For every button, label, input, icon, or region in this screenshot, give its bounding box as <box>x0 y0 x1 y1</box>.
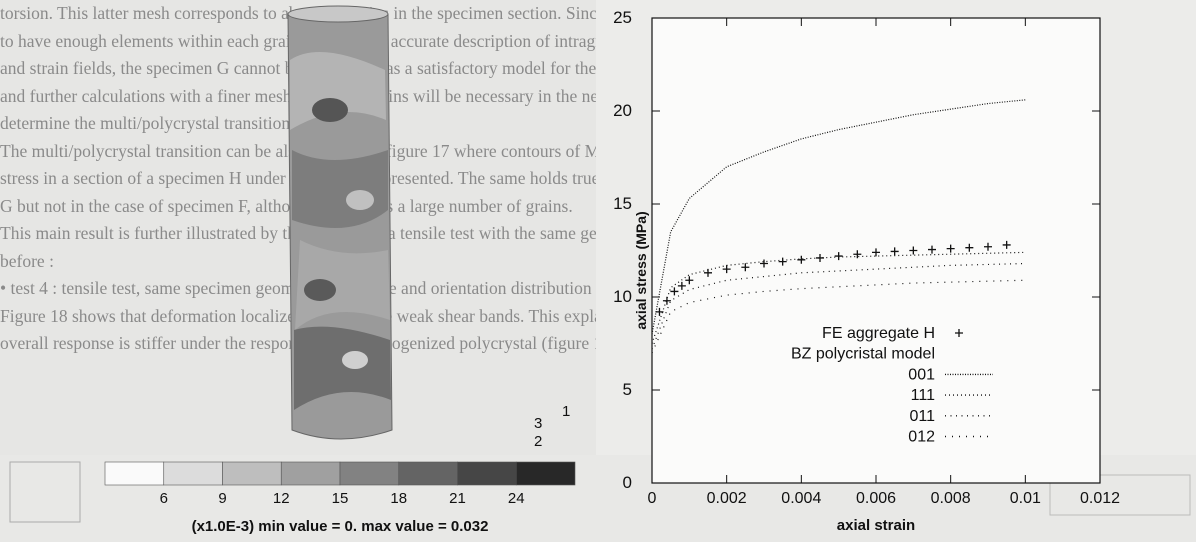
x-tick-label: 0 <box>648 490 657 507</box>
x-tick-label: 0.002 <box>707 490 747 507</box>
legend-label: 111 <box>911 387 935 404</box>
colorbar-segment <box>223 462 282 485</box>
y-tick-label: 15 <box>613 194 632 213</box>
y-tick-label: 20 <box>613 101 632 120</box>
figure-label: 2 <box>534 433 542 450</box>
colorbar-tick-label: 6 <box>160 490 168 507</box>
legend-label: 011 <box>909 408 935 425</box>
y-tick-label: 0 <box>623 473 632 492</box>
x-tick-label: 0.008 <box>931 490 971 507</box>
colorbar-segment <box>281 462 340 485</box>
colorbar-tick-label: 12 <box>273 490 290 507</box>
y-tick-label: 25 <box>613 8 632 27</box>
y-axis-label: axial stress (MPa) <box>633 211 649 329</box>
colorbar-segment <box>164 462 223 485</box>
specimen-cylinder <box>288 6 392 439</box>
x-tick-label: 0.012 <box>1080 490 1120 507</box>
figure-label: 1 <box>562 403 570 420</box>
legend-label: FE aggregate H <box>822 325 935 342</box>
x-tick-label: 0.01 <box>1010 490 1041 507</box>
colorbar-tick-label: 18 <box>390 490 407 507</box>
legend-title: BZ polycristal model <box>791 346 935 363</box>
scanned-page: torsion. This latter mesh corresponds to… <box>0 0 1196 542</box>
y-tick-label: 5 <box>623 380 632 399</box>
y-tick-label: 10 <box>613 287 632 306</box>
x-tick-label: 0.006 <box>856 490 896 507</box>
colorbar-tick-label: 21 <box>449 490 466 507</box>
colorbar-segment <box>105 462 164 485</box>
figure-label: 3 <box>534 415 542 432</box>
colorbar-segment <box>340 462 399 485</box>
legend-label: 001 <box>908 366 935 383</box>
x-tick-label: 0.004 <box>781 490 821 507</box>
colorbar-tick-label: 9 <box>218 490 226 507</box>
colorbar-tick-label: 15 <box>332 490 349 507</box>
colorbar-tick-label: 24 <box>508 490 525 507</box>
colorbar-segment <box>458 462 517 485</box>
legend-label: 012 <box>908 429 935 446</box>
colorbar-segment <box>399 462 458 485</box>
x-axis-label: axial strain <box>837 517 915 534</box>
figure: 3 2 1 (x1.0E-3) min value = 0. max value… <box>0 0 1196 542</box>
colorbar-caption: (x1.0E-3) min value = 0. max value = 0.0… <box>192 518 489 535</box>
colorbar-segment <box>516 462 575 485</box>
